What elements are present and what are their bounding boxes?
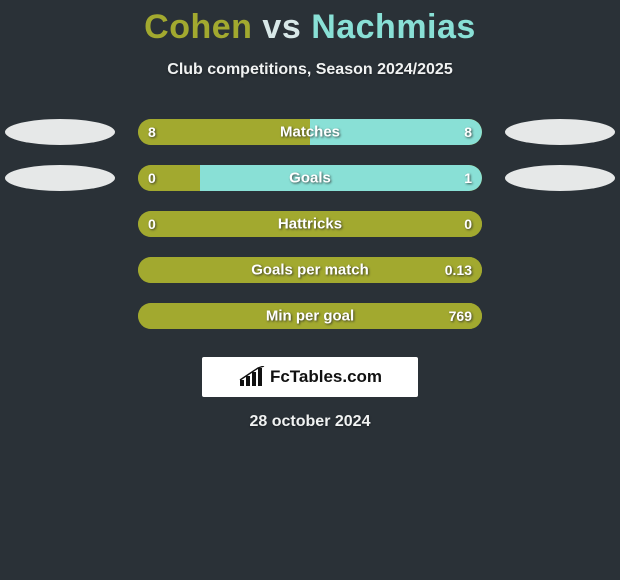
stat-row: Hattricks00 (0, 201, 620, 247)
stat-bar: Matches88 (138, 119, 482, 145)
logo-text: FcTables.com (270, 367, 382, 387)
player1-bar-fill (138, 257, 482, 283)
player1-marker (5, 165, 115, 191)
stat-row: Matches88 (0, 109, 620, 155)
stat-bar: Hattricks00 (138, 211, 482, 237)
player1-bar-fill (138, 211, 482, 237)
player1-bar-fill (138, 119, 310, 145)
player1-bar-fill (138, 303, 482, 329)
stat-row: Goals01 (0, 155, 620, 201)
comparison-chart: Matches88 Goals01 Hattricks00 Goals per mat… (0, 109, 620, 339)
player2-bar-fill (310, 119, 482, 145)
player2-bar-fill (200, 165, 482, 191)
stat-bar: Min per goal769 (138, 303, 482, 329)
subtitle: Club competitions, Season 2024/2025 (0, 61, 620, 79)
player1-name: Cohen (144, 8, 252, 46)
stat-row: Goals per match0.13 (0, 247, 620, 293)
bar-chart-icon (238, 366, 266, 388)
vs-text: vs (262, 8, 301, 46)
player2-marker (505, 119, 615, 145)
player1-marker (5, 119, 115, 145)
stat-bar: Goals01 (138, 165, 482, 191)
player2-name: Nachmias (311, 8, 476, 46)
footer-date: 28 october 2024 (0, 413, 620, 431)
player1-bar-fill (138, 165, 200, 191)
stat-row: Min per goal769 (0, 293, 620, 339)
fctables-logo: FcTables.com (202, 357, 418, 397)
stat-bar: Goals per match0.13 (138, 257, 482, 283)
comparison-title: Cohen vs Nachmias (0, 0, 620, 47)
player2-marker (505, 165, 615, 191)
